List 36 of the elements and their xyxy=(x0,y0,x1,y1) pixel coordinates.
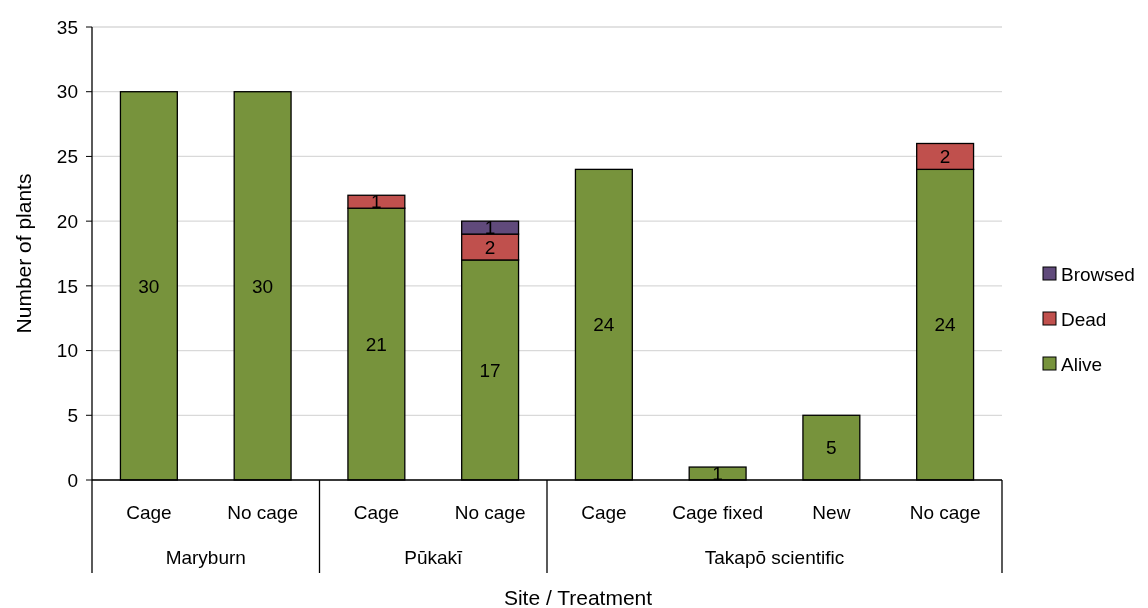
data-label: 17 xyxy=(479,359,501,381)
data-label: 30 xyxy=(252,275,274,297)
x-tick-label: No cage xyxy=(909,501,981,523)
y-tick-label: 0 xyxy=(67,469,78,491)
y-tick-label: 10 xyxy=(56,340,78,362)
x-axis-title: Site / Treatment xyxy=(503,586,653,608)
legend-label: Dead xyxy=(1061,308,1107,330)
x-tick-label: Cage xyxy=(581,501,627,523)
x-tick-label: Cage fixed xyxy=(672,501,764,523)
legend-label: Browsed xyxy=(1061,263,1135,285)
y-tick-label: 15 xyxy=(56,275,78,297)
data-label: 1 xyxy=(484,217,496,239)
x-tick-label: Cage xyxy=(353,501,400,523)
y-axis-title: Number of plants xyxy=(12,173,36,334)
y-tick-label: 25 xyxy=(56,146,78,168)
y-tick-label: 35 xyxy=(56,16,78,38)
x-tick-label: No cage xyxy=(227,501,299,523)
data-label: 24 xyxy=(934,314,957,336)
y-tick-label: 30 xyxy=(56,81,78,103)
y-tick-label: 20 xyxy=(56,210,78,232)
data-label: 5 xyxy=(826,437,837,459)
x-tick-label: New xyxy=(812,501,851,523)
text: Pūkakī xyxy=(404,546,464,568)
data-label: 2 xyxy=(939,146,951,168)
data-label: 24 xyxy=(593,314,615,336)
legend-label: Alive xyxy=(1061,353,1103,375)
y-tick-label: 5 xyxy=(67,404,78,426)
text: Maryburn xyxy=(165,546,246,568)
x-tick-label: Cage xyxy=(126,501,172,523)
data-label: 1 xyxy=(712,463,723,485)
data-label: 1 xyxy=(371,191,382,213)
data-label: 30 xyxy=(138,275,160,297)
x-tick-label: No cage xyxy=(454,501,526,523)
data-label: 2 xyxy=(484,236,496,258)
data-label: 21 xyxy=(365,333,387,355)
text: Takapō scientific xyxy=(704,546,845,568)
